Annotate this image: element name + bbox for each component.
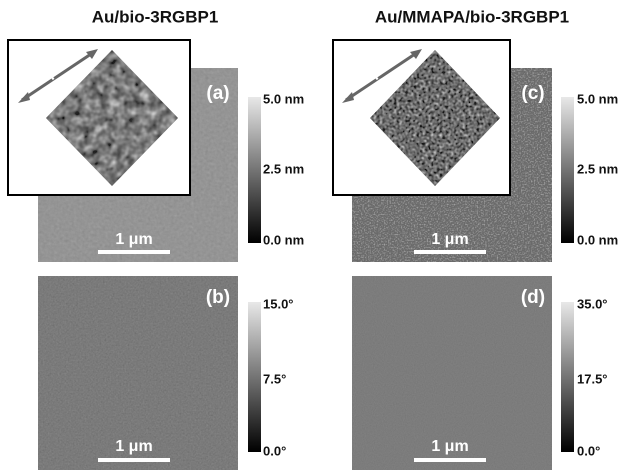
colorbar-label: 5.0 nm <box>263 91 304 106</box>
scale-bar-label: 1 μm <box>115 231 152 248</box>
colorbar-label: 0.0 nm <box>577 232 618 247</box>
colorbar-label: 17.5° <box>577 371 608 386</box>
colorbar-label: 2.5 nm <box>577 161 618 176</box>
column-title: Au/MMAPA/bio-3RGBP1 <box>375 7 569 26</box>
colorbar <box>248 302 261 452</box>
panel-label: (b) <box>206 287 230 308</box>
colorbar-label: 0.0° <box>577 443 600 458</box>
colorbar <box>248 97 261 243</box>
colorbar-label: 7.5° <box>263 371 286 386</box>
scale-bar-label: 1 μm <box>431 438 468 455</box>
scale-bar-label: 1 μm <box>115 438 152 455</box>
scale-bar-label: 1 μm <box>431 231 468 248</box>
inset-3d <box>333 40 510 195</box>
colorbar-label: 35.0° <box>577 296 608 311</box>
colorbar <box>561 302 574 452</box>
colorbar-label: 0.0 nm <box>263 232 304 247</box>
colorbar <box>561 97 574 243</box>
panel-label: (a) <box>206 83 229 104</box>
colorbar-label: 15.0° <box>263 296 294 311</box>
colorbar-label: 0.0° <box>263 443 286 458</box>
colorbar-label: 5.0 nm <box>577 91 618 106</box>
panel-label: (c) <box>521 83 544 104</box>
inset-3d <box>8 40 190 195</box>
column-title: Au/bio-3RGBP1 <box>92 7 219 26</box>
colorbar-label: 2.5 nm <box>263 161 304 176</box>
figure: Au/bio-3RGBP1 Au/MMAPA/bio-3RGBP1 (a) 1 … <box>0 0 643 476</box>
panel-label: (d) <box>521 287 545 308</box>
